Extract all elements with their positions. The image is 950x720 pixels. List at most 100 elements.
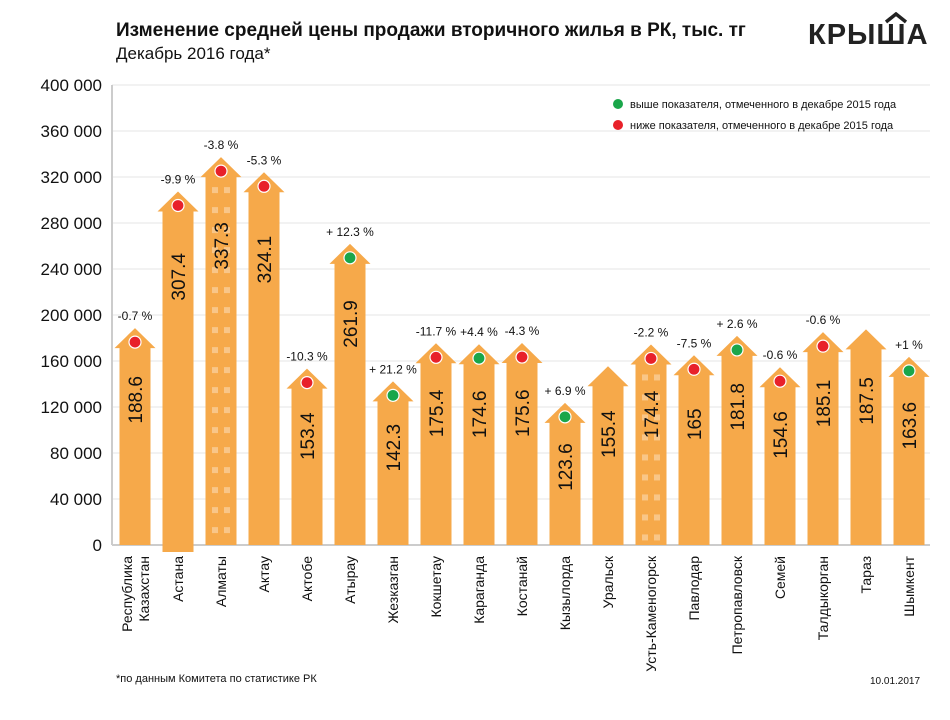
value-label: 155.4 [599, 410, 620, 458]
window [224, 327, 230, 334]
y-tick-label: 240 000 [41, 260, 102, 279]
change-dot [257, 179, 271, 193]
change-label: -10.3 % [286, 350, 328, 364]
change-dot [730, 343, 744, 357]
value-label: 181.8 [728, 383, 749, 431]
window [212, 307, 218, 314]
footnote: *по данным Комитета по статистике РК [116, 673, 317, 685]
change-dot [902, 364, 916, 378]
legend-label: выше показателя, отмеченного в декабре 2… [630, 99, 897, 111]
bar-arrow [501, 343, 543, 545]
window [212, 327, 218, 334]
value-label: 163.6 [900, 402, 921, 450]
value-label: 307.4 [169, 253, 190, 301]
window [212, 187, 218, 194]
change-label: + 21.2 % [369, 362, 417, 376]
change-label: -5.3 % [247, 153, 282, 167]
category-label: Шымкент [901, 555, 917, 616]
window [212, 287, 218, 294]
value-label: 123.6 [556, 443, 577, 491]
bar-arrow [544, 402, 586, 545]
y-tick-label: 320 000 [41, 168, 102, 187]
y-tick-label: 0 [93, 536, 102, 555]
y-tick-label: 120 000 [41, 398, 102, 417]
value-label: 187.5 [857, 377, 878, 425]
window [212, 347, 218, 354]
category-label: Казахстан [136, 556, 152, 622]
change-label: -3.8 % [204, 138, 239, 152]
change-label: + 12.3 % [326, 225, 374, 239]
window [642, 374, 648, 381]
change-dot [171, 198, 185, 213]
window [642, 454, 648, 461]
change-dot [343, 251, 357, 265]
change-label: + 6.9 % [544, 384, 585, 398]
window [642, 494, 648, 501]
chart-title: Изменение средней цены продажи вторичног… [116, 20, 746, 41]
category-label: Семей [772, 556, 788, 599]
window [212, 487, 218, 494]
window [654, 394, 660, 401]
change-label: -0.6 % [806, 313, 841, 327]
window [654, 514, 660, 521]
y-tick-label: 360 000 [41, 122, 102, 141]
legend-label: ниже показателя, отмеченного в декабре 2… [630, 120, 894, 132]
window [212, 387, 218, 394]
value-label: 154.6 [771, 411, 792, 459]
window [224, 467, 230, 474]
category-label: Алматы [213, 556, 229, 607]
window [224, 347, 230, 354]
category-label: Актау [256, 556, 272, 593]
bar-arrow [802, 332, 844, 545]
window [212, 467, 218, 474]
window [654, 494, 660, 501]
window [224, 187, 230, 194]
window [642, 434, 648, 441]
category-label: Уральск [600, 555, 616, 608]
change-label: -0.7 % [118, 309, 153, 323]
window [642, 534, 648, 541]
window [224, 207, 230, 214]
bar-arrow [372, 381, 414, 545]
category-label: Петропавловск [729, 555, 745, 654]
category-label: Актобе [299, 556, 315, 602]
window [224, 287, 230, 294]
bar-arrow [888, 356, 930, 545]
window [654, 434, 660, 441]
value-label: 153.4 [298, 412, 319, 460]
window [224, 447, 230, 454]
change-dot [429, 350, 443, 364]
bar-arrow [587, 366, 629, 545]
window [224, 507, 230, 514]
category-label: Костанай [514, 556, 530, 616]
y-tick-label: 400 000 [41, 76, 102, 95]
bar-arrow [759, 367, 801, 545]
change-label: +1 % [895, 338, 923, 352]
window [654, 454, 660, 461]
category-label: Астана [170, 556, 186, 602]
value-label: 261.9 [341, 300, 362, 348]
value-label: 324.1 [255, 236, 276, 284]
window [212, 227, 218, 234]
change-dot [515, 350, 529, 364]
window [224, 307, 230, 314]
value-label: 175.6 [513, 389, 534, 437]
bar-arrow [114, 328, 156, 545]
value-label: 165 [685, 408, 706, 440]
value-label: 185.1 [814, 380, 835, 428]
value-label: 174.4 [642, 390, 663, 438]
window [224, 227, 230, 234]
window [212, 407, 218, 414]
category-label: Караганда [471, 556, 487, 624]
change-dot [773, 374, 787, 388]
bar-arrow [458, 344, 500, 545]
value-label: 175.4 [427, 389, 448, 437]
window [224, 367, 230, 374]
window [212, 207, 218, 214]
window [212, 527, 218, 534]
change-label: + 2.6 % [716, 317, 757, 331]
value-label: 337.3 [212, 222, 233, 270]
change-label: -9.9 % [161, 172, 196, 186]
